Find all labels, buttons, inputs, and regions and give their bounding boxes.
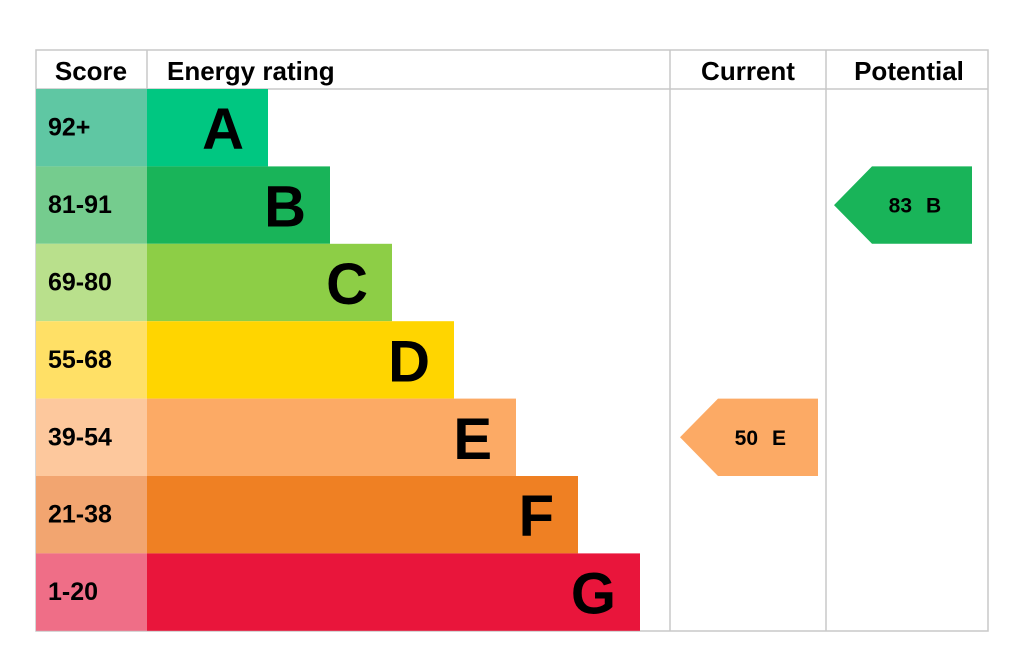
score-label: 69-80 bbox=[48, 269, 112, 297]
current-arrow bbox=[680, 398, 818, 476]
rating-letter: F bbox=[519, 484, 554, 549]
score-label: 81-91 bbox=[48, 191, 112, 219]
score-cell bbox=[36, 89, 147, 167]
score-label: 39-54 bbox=[48, 423, 112, 451]
score-label: 21-38 bbox=[48, 501, 112, 529]
score-cell bbox=[36, 243, 147, 322]
rating-letter: D bbox=[388, 329, 430, 394]
current-letter: E bbox=[772, 427, 786, 450]
potential-arrow bbox=[834, 166, 972, 244]
rating-bar bbox=[147, 553, 640, 631]
potential-value: 83 bbox=[889, 195, 912, 218]
header-potential: Potential bbox=[854, 56, 964, 86]
score-cell bbox=[36, 476, 147, 554]
rating-bar bbox=[147, 321, 454, 399]
rating-bar bbox=[147, 166, 330, 244]
rating-bar bbox=[147, 89, 268, 167]
score-label: 1-20 bbox=[48, 578, 98, 606]
score-cell bbox=[36, 166, 147, 244]
score-cell bbox=[36, 398, 147, 476]
rating-bar bbox=[147, 243, 392, 322]
header-rating: Energy rating bbox=[167, 56, 335, 86]
rating-letter: E bbox=[453, 407, 492, 472]
score-label: 55-68 bbox=[48, 346, 112, 374]
header-score: Score bbox=[55, 56, 127, 86]
rating-letter: C bbox=[326, 252, 368, 317]
rating-bar bbox=[147, 476, 578, 554]
potential-letter: B bbox=[926, 195, 941, 218]
rating-letter: A bbox=[202, 97, 244, 162]
current-value: 50 bbox=[735, 427, 758, 450]
score-label: 92+ bbox=[48, 114, 90, 142]
rating-letter: G bbox=[571, 562, 616, 627]
rating-letter: B bbox=[264, 175, 306, 240]
score-cell bbox=[36, 321, 147, 399]
score-cell bbox=[36, 553, 147, 631]
header-current: Current bbox=[701, 56, 795, 86]
rating-bar bbox=[147, 398, 516, 476]
